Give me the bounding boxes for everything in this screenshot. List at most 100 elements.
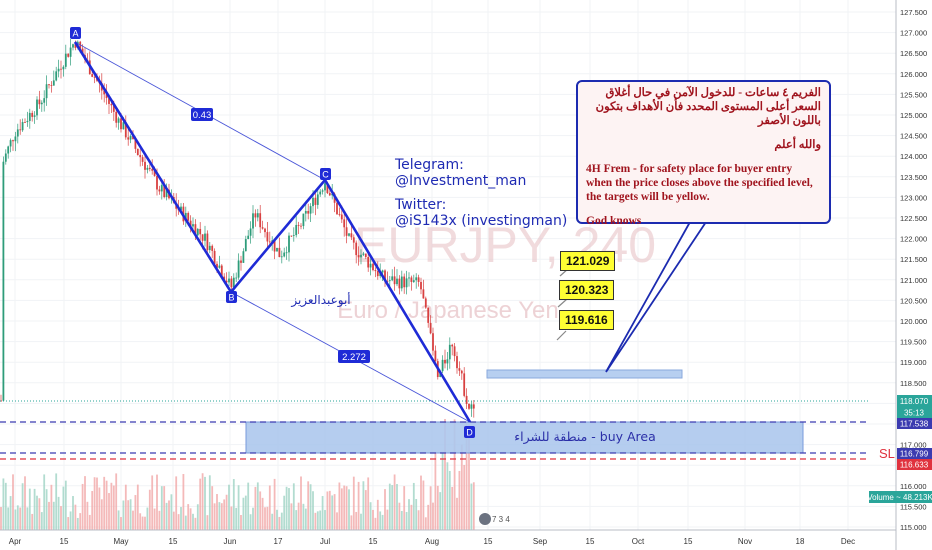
candle-body (350, 233, 353, 238)
volume-bar (16, 505, 19, 530)
volume-bar (393, 474, 396, 530)
timeframe-icon[interactable]: 7 3 4 (479, 513, 510, 525)
buy-area-zone[interactable] (245, 421, 804, 454)
volume-bar (187, 504, 190, 530)
volume-bar (43, 474, 46, 530)
candle-body (290, 235, 293, 237)
volume-bar (184, 515, 187, 530)
candle-body (444, 359, 446, 364)
volume-bar (211, 486, 214, 530)
candle-body (367, 257, 370, 268)
volume-bar (400, 510, 403, 530)
volume-bar (84, 476, 86, 530)
volume-bar (456, 497, 458, 530)
volume-bar (55, 473, 58, 530)
candle-body (230, 278, 233, 288)
y-tick-label: 125.500 (900, 90, 927, 99)
telegram-handle[interactable]: @Investment_man (395, 173, 527, 189)
volume-bar (261, 497, 264, 530)
volume-bar (376, 499, 379, 530)
candle-body (424, 298, 427, 308)
candle-body (362, 253, 365, 255)
candle-body (60, 68, 62, 70)
volume-bar (312, 491, 314, 530)
candle-body (28, 112, 31, 121)
volume-bar (127, 500, 130, 530)
fib-ratio-ac: 0.43 (193, 110, 212, 121)
point-c-marker[interactable]: C (320, 168, 331, 180)
volume-bar (218, 502, 221, 530)
volume-bar (57, 496, 60, 530)
y-tick-label: 122.500 (900, 214, 927, 223)
point-a-marker[interactable]: A (70, 27, 81, 39)
volume-bar (384, 489, 386, 530)
candle-body (381, 270, 384, 273)
candle-body (115, 111, 118, 123)
y-tick-label: 127.000 (900, 29, 927, 38)
candle-body (295, 224, 298, 236)
volume-bar (189, 508, 192, 530)
volume-bar (388, 483, 391, 530)
analysis-note[interactable]: الفريم ٤ ساعات - للدخول الآمن في حال أغل… (576, 80, 831, 227)
candle-body (266, 232, 269, 242)
candle-body (45, 84, 48, 99)
target-1[interactable]: 121.029 (560, 251, 616, 271)
target-2[interactable]: 120.323 (559, 280, 615, 300)
candle-body (343, 219, 346, 228)
candle-body (398, 278, 401, 289)
volume-bar (38, 498, 41, 530)
x-tick-label: Oct (632, 537, 645, 546)
y-tick-label: 125.000 (900, 111, 927, 120)
volume-bar (314, 512, 317, 530)
volume-bar (415, 499, 418, 530)
twitter-label: Twitter: (395, 197, 447, 213)
volume-bar (295, 510, 298, 530)
candle-body (187, 212, 190, 221)
volume-bar (124, 484, 127, 530)
candle-body (153, 170, 156, 176)
volume-bar (223, 499, 226, 530)
candle-body (288, 235, 290, 253)
volume-bar (451, 486, 454, 530)
y-tick-label: 115.500 (900, 502, 927, 511)
volume-bar (321, 496, 324, 530)
volume-bars (0, 418, 475, 530)
candle-body (273, 240, 276, 252)
volume-bar (410, 504, 413, 530)
volume-bar (264, 507, 266, 530)
volume-bar (458, 470, 461, 530)
volume-bar (372, 509, 374, 530)
candle-body (300, 225, 302, 227)
point-b-marker[interactable]: B (226, 291, 237, 303)
candle-body (165, 189, 168, 197)
volume-bar (199, 478, 202, 530)
candle-body (264, 228, 266, 233)
twitter-handle[interactable]: @iS143x (investingman) (395, 213, 568, 229)
candle-body (72, 44, 74, 48)
y-tick-label: 121.000 (900, 276, 927, 285)
volume-bar (249, 514, 252, 530)
note-english-closing: God knows (586, 215, 642, 227)
candle-body (180, 206, 182, 211)
volume-bar (276, 509, 278, 530)
point-d-marker[interactable]: D (464, 426, 475, 438)
volume-bar (316, 511, 319, 530)
target-entry-zone[interactable] (486, 369, 683, 379)
volume-bar (158, 510, 161, 530)
volume-bar (242, 497, 245, 530)
volume-bar (436, 485, 439, 530)
candle-body (422, 289, 425, 299)
price-tag-sl-red: 116.633 (897, 459, 932, 470)
candle-body (64, 53, 67, 67)
y-tick-label: 121.500 (900, 255, 927, 264)
target-3[interactable]: 119.616 (559, 310, 614, 330)
x-tick-label: 18 (796, 537, 805, 546)
volume-bar (309, 484, 312, 530)
volume-bar (45, 489, 48, 530)
volume-bar (307, 481, 310, 530)
candle-body (120, 118, 122, 130)
volume-bar (235, 507, 238, 530)
candle-body (374, 270, 377, 272)
candle-body (393, 276, 396, 285)
candle-body (43, 98, 46, 103)
